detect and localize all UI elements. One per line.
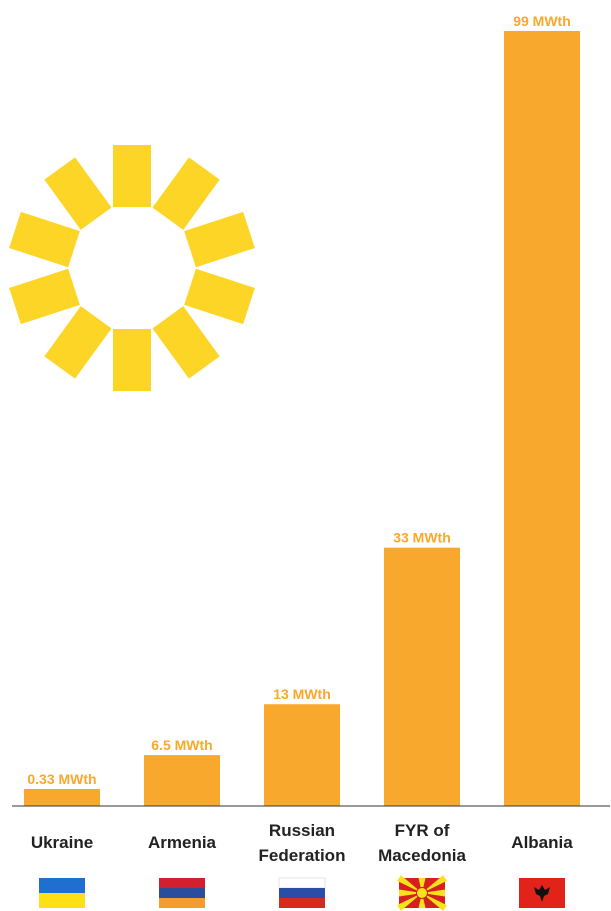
category-label: FYR of Macedonia — [378, 821, 466, 865]
albania-flag-icon — [519, 878, 565, 908]
sun-ray — [9, 268, 80, 325]
data-label: 33 MWth — [393, 530, 451, 546]
ukraine-flag-icon — [39, 878, 85, 908]
value-labels-group: 0.33 MWth 6.5 MWth 13 MWth 33 MWth 99 MWth — [27, 13, 570, 787]
sun-ray — [152, 157, 220, 230]
sun-ray — [44, 306, 112, 379]
bars-group — [24, 31, 580, 806]
bar-albania — [504, 31, 580, 806]
bar-ukraine — [24, 789, 100, 806]
bar-armenia — [144, 755, 220, 806]
category-label: Albania — [511, 833, 573, 852]
armenia-flag-icon — [159, 878, 205, 908]
macedonia-flag-icon — [397, 875, 447, 911]
sun-ray — [113, 329, 151, 391]
sun-ray — [9, 211, 80, 268]
bar-russian-federation — [264, 704, 340, 806]
bar-fyr-of-macedonia — [384, 547, 460, 806]
data-label: 0.33 MWth — [27, 771, 96, 787]
category-label: Russian Federation — [259, 821, 346, 865]
category-labels-group: Ukraine Armenia Russian Federation FYR of Mac… — [31, 821, 573, 865]
sun-ray — [152, 306, 220, 379]
category-label: Ukraine — [31, 833, 93, 852]
sun-icon — [9, 145, 255, 391]
data-label: 13 MWth — [273, 686, 331, 702]
category-label: Armenia — [148, 833, 217, 852]
data-label: 99 MWth — [513, 13, 571, 29]
flags-group — [39, 875, 565, 911]
sun-ray — [113, 145, 151, 207]
sun-ray — [184, 211, 255, 268]
data-label: 6.5 MWth — [151, 737, 212, 753]
sun-ray — [44, 157, 112, 230]
sun-ray — [184, 268, 255, 325]
russia-flag-icon — [278, 877, 326, 908]
